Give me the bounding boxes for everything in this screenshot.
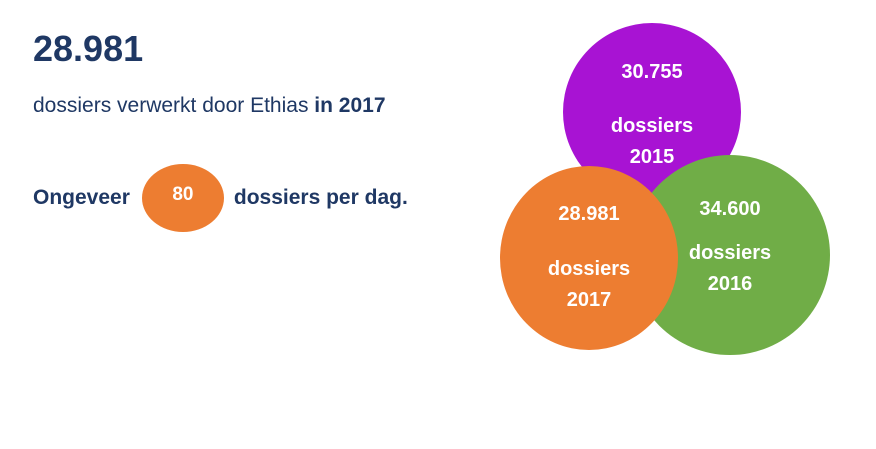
circle-2015-label-line2: 2015: [629, 146, 675, 168]
subtitle-text: dossiers verwerkt door Ethias: [33, 94, 309, 117]
circle-2016-label: dossiers 2016: [630, 238, 830, 300]
circle-2017-label: dossiers 2017: [500, 254, 678, 316]
circle-2015-label: dossiers 2015: [563, 111, 741, 173]
per-day-statement: Ongeveer 80 dossiers per dag.: [33, 164, 408, 232]
per-day-value: 80: [172, 184, 194, 205]
circle-2016-label-line2: 2016: [707, 273, 753, 295]
circle-2017-label-line1: dossiers: [547, 258, 631, 280]
subtitle-year: in 2017: [314, 94, 386, 117]
circle-2015-value: 30.755: [621, 61, 683, 83]
per-day-prefix: Ongeveer: [33, 186, 130, 209]
circle-2017: 28.981 dossiers 2017: [500, 166, 678, 350]
per-day-suffix: dossiers per dag.: [233, 186, 408, 209]
circle-2016-label-line1: dossiers: [688, 242, 772, 264]
headline-number: 28.981: [33, 28, 144, 69]
headline-subtitle: dossiers verwerkt door Ethias in 2017: [33, 93, 386, 118]
circle-2017-value: 28.981: [558, 203, 620, 225]
per-day-value-badge: 80: [141, 164, 224, 232]
circle-2015-label-line1: dossiers: [610, 115, 694, 137]
circle-2017-label-line2: 2017: [566, 289, 612, 311]
circle-2016-value: 34.600: [699, 198, 761, 220]
